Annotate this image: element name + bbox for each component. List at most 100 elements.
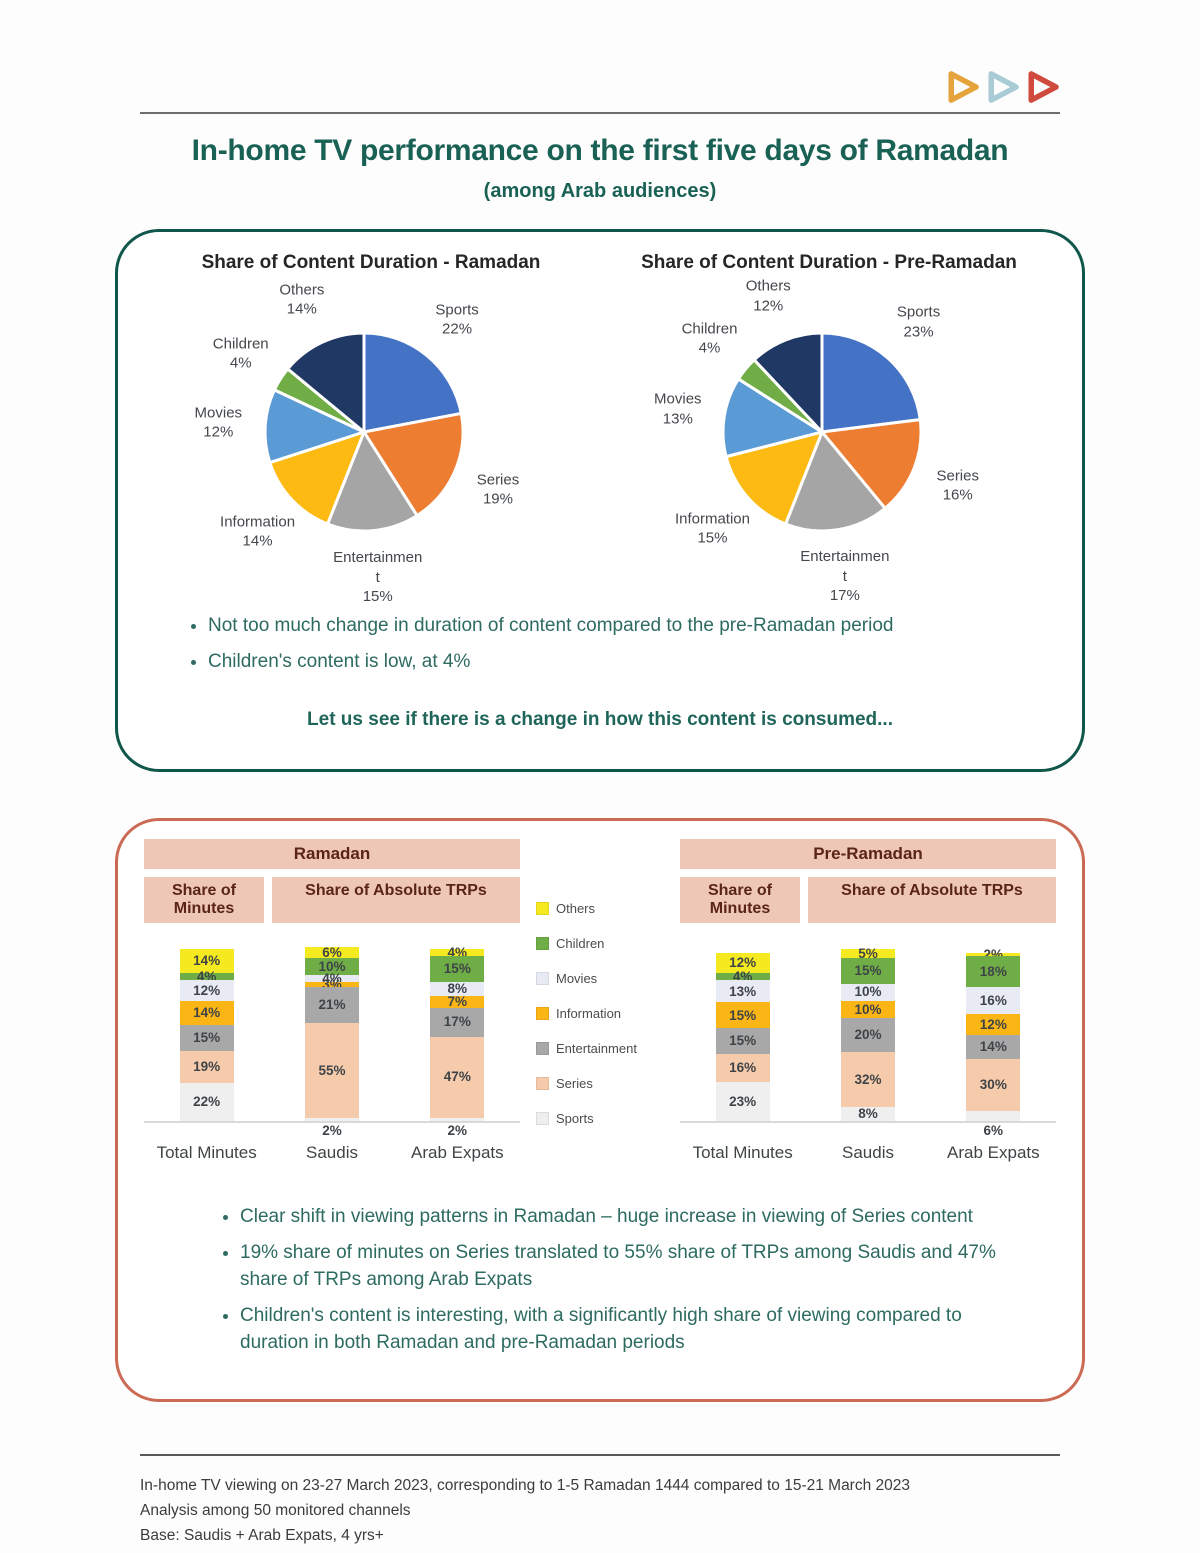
bar-segment-label: 21%: [318, 997, 346, 1013]
pie-slice-movies: [263, 388, 366, 465]
page-subtitle: (among Arab audiences): [483, 180, 717, 202]
footer: In-home TV viewing on 23-27 March 2023, …: [140, 1453, 1060, 1553]
bar-segment-movies: 4%: [304, 972, 359, 985]
bar-slot: 2% 18% 16% 12% 14% 30% 6%: [931, 948, 1056, 1137]
bar-segment-label: 14%: [193, 1005, 221, 1020]
logo: [140, 70, 1060, 112]
bar-segment-label: 15%: [443, 961, 471, 977]
pie-label-sports: Sports 23%: [896, 303, 941, 341]
bars-ramadan: Ramadan Share of Minutes Share of Absolute…: [144, 839, 520, 1163]
bar-segment-label: 10%: [854, 984, 882, 1000]
subheader-share-of-trps: Share of Absolute TRPs: [808, 877, 1056, 924]
header: [140, 0, 1060, 114]
bar-segment-series: 47%: [430, 1036, 485, 1118]
bars-plot: 12% 4% 13% 15% 15% 16% 23% 5% 15% 10% 10% 20% 32% 8% 2…: [680, 935, 1056, 1137]
pie-slice-entertainment: [326, 430, 419, 533]
bar-segment-label: 15%: [729, 1033, 757, 1049]
pie-label-others: Others 12%: [745, 277, 791, 315]
bar-category-label: Total Minutes: [156, 1143, 257, 1163]
pie-slice-others: [752, 331, 824, 434]
bar-segment-label: 10%: [318, 958, 346, 974]
bar-segment-label: 19%: [193, 1059, 221, 1075]
pie-ramadan: Sports 22% Series 19% Entertainment 15% Inform…: [142, 274, 600, 605]
bar-category-label: Saudis: [842, 1143, 894, 1163]
pie-slice-series: [362, 411, 465, 518]
consumption-box: Ramadan Share of Minutes Share of Absolute…: [115, 818, 1085, 1402]
stacked-bar-total-minutes: 12% 4% 13% 15% 15% 16% 23%: [715, 952, 770, 1122]
bar-segment-label: 22%: [193, 1094, 221, 1110]
bar-segment-label: 4%: [732, 968, 753, 984]
pie-label-series: Series 19%: [476, 471, 520, 508]
bar-segment-information: 12%: [966, 1014, 1021, 1036]
pie-slice-sports: [820, 331, 922, 434]
bar-segment-label: 30%: [979, 1077, 1007, 1093]
bar-category-label: Saudis: [306, 1143, 358, 1163]
bar-segment-label: 16%: [979, 992, 1007, 1008]
legend-swatch-icon: [536, 937, 549, 951]
pie-chart-ramadan: Share of Content Duration - Ramadan Spor…: [142, 246, 600, 605]
legend-label: Children: [556, 936, 605, 952]
list-item: Children's content is low, at 4%: [208, 648, 1018, 676]
pie-svg: [263, 331, 465, 533]
pie-slice-series: [820, 418, 923, 510]
bar-segment-entertainment: 15%: [715, 1028, 770, 1055]
bar-segment-sports: 2%: [304, 1117, 359, 1137]
subheader-share-of-minutes: Share of Minutes: [680, 877, 800, 924]
pie-label-movies: Movies 12%: [194, 404, 243, 441]
bar-segment-children: 10%: [304, 957, 359, 975]
legend-item: Children: [536, 936, 664, 951]
bar-segment-label: 32%: [854, 1072, 882, 1088]
bars-plot: 14% 4% 12% 14% 15% 19% 22% 6% 10% 4% 3% 21% 55% 2% 4% 1…: [144, 935, 520, 1137]
logo-triangle-icon: [948, 71, 979, 103]
pie-slice-entertainment: [784, 430, 887, 533]
bar-slot: 5% 15% 10% 10% 20% 32% 8%: [805, 945, 930, 1122]
period-banner: Ramadan: [144, 839, 520, 870]
pie-label-children: Children 4%: [212, 335, 269, 372]
bar-segment-entertainment: 15%: [179, 1024, 234, 1051]
bar-segment-entertainment: 14%: [966, 1035, 1021, 1060]
stacked-bar-arab-expats: 2% 18% 16% 12% 14% 30% 6%: [966, 948, 1021, 1137]
bar-segment-label: 4%: [447, 944, 468, 960]
bar-segment-movies: 8%: [430, 980, 485, 996]
bar-segment-information: 14%: [179, 1000, 234, 1025]
bar-segment-entertainment: 17%: [430, 1007, 485, 1037]
bar-segment-label: 14%: [979, 1039, 1007, 1055]
bar-segment-sports: 6%: [966, 1110, 1021, 1137]
bar-segment-label: 4%: [196, 968, 217, 984]
bar-segment-series: 16%: [715, 1054, 770, 1082]
bar-segment-label: 18%: [979, 963, 1007, 979]
legend-swatch-icon: [536, 1007, 549, 1021]
bar-segment-others: 12%: [715, 952, 770, 974]
bar-segment-label: 55%: [318, 1062, 346, 1078]
stacked-bar-total-minutes: 14% 4% 12% 14% 15% 19% 22%: [179, 949, 234, 1122]
bar-segment-label: 5%: [858, 945, 878, 961]
bar-segment-sports: 8%: [840, 1107, 895, 1122]
logo-triangle-icon: [1028, 71, 1059, 103]
bar-segment-series: 30%: [966, 1059, 1021, 1111]
bar-slot: 14% 4% 12% 14% 15% 19% 22%: [144, 949, 269, 1122]
bar-segment-label: 7%: [447, 993, 468, 1009]
pie-chart-pre-ramadan: Share of Content Duration - Pre-Ramadan …: [600, 246, 1058, 604]
bar-segment-label: 20%: [854, 1027, 882, 1043]
legend-swatch-icon: [536, 1042, 549, 1056]
period-banner: Pre-Ramadan: [680, 839, 1056, 870]
pie-label-sports: Sports 22%: [435, 301, 479, 338]
bar-segment-children: 18%: [966, 956, 1021, 987]
bar-segment-label: 6%: [983, 1123, 1004, 1139]
legend-swatch-icon: [536, 1112, 549, 1126]
bar-segment-children: 4%: [179, 970, 234, 983]
bar-segment-label: 2%: [322, 1123, 342, 1139]
bar-segment-label: 15%: [854, 962, 882, 978]
bar-slot: 4% 15% 8% 7% 17% 47% 2%: [395, 944, 520, 1137]
pie-title-ramadan: Share of Content Duration - Ramadan: [201, 252, 541, 273]
pie-slice-sports: [362, 331, 463, 434]
legend-item: Others: [536, 901, 664, 916]
page-title: In-home TV performance on the first five…: [191, 134, 1009, 167]
bar-segment-label: 12%: [193, 982, 221, 998]
list-item: Clear shift in viewing patterns in Ramad…: [240, 1203, 1016, 1231]
bar-segment-entertainment: 21%: [304, 986, 359, 1024]
footer-notes: In-home TV viewing on 23-27 March 2023, …: [140, 1477, 1060, 1545]
bar-segment-children: 15%: [840, 957, 895, 984]
bar-segment-label: 8%: [447, 980, 468, 996]
bar-segment-label: 10%: [854, 1001, 882, 1017]
